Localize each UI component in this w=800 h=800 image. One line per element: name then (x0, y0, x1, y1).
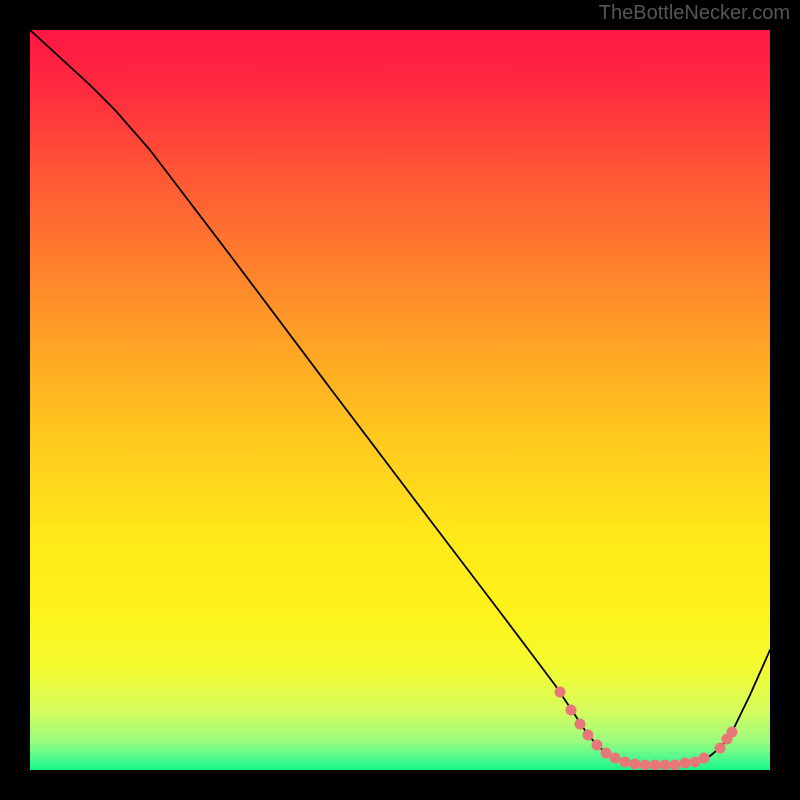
plot-area (30, 30, 770, 770)
curve-marker (670, 760, 681, 771)
watermark-text: TheBottleNecker.com (599, 2, 790, 25)
curve-marker (620, 757, 631, 768)
curve-marker (660, 760, 671, 771)
chart-svg (30, 30, 770, 770)
curve-marker (592, 740, 603, 751)
curve-marker (610, 753, 621, 764)
curve-marker (566, 705, 577, 716)
curve-marker (630, 759, 641, 770)
curve-marker (650, 760, 661, 771)
chart-container: TheBottleNecker.com (0, 0, 800, 800)
curve-marker (699, 753, 710, 764)
curve-marker (640, 760, 651, 771)
curve-marker (575, 719, 586, 730)
curve-marker (680, 758, 691, 769)
curve-marker (715, 743, 726, 754)
curve-marker (555, 687, 566, 698)
curve-marker (727, 727, 738, 738)
curve-marker (583, 730, 594, 741)
